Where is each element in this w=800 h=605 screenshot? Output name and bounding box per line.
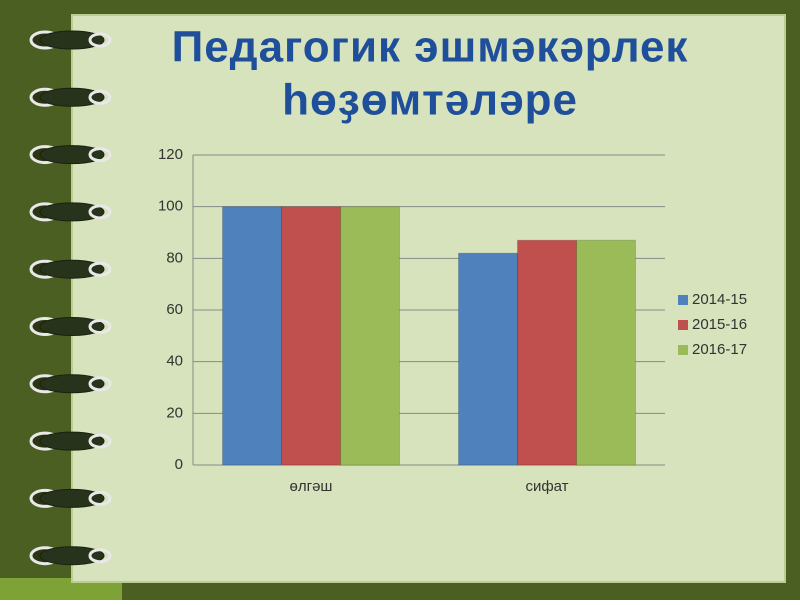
y-tick-label: 120 xyxy=(158,146,183,163)
ring xyxy=(39,30,105,50)
legend-label: 2016-17 xyxy=(692,341,747,358)
bar xyxy=(458,252,518,466)
ring-hole xyxy=(88,89,112,105)
legend-label: 2015-16 xyxy=(692,316,747,333)
ring-hole xyxy=(88,204,112,220)
y-tick-label: 0 xyxy=(175,456,183,473)
y-tick-label: 20 xyxy=(166,404,183,421)
x-tick-label: сифат xyxy=(525,478,568,495)
ring-hole xyxy=(88,433,112,449)
bar xyxy=(576,239,636,466)
y-tick-label: 80 xyxy=(166,249,183,266)
chart-title: һөҙөмтәләре xyxy=(282,76,578,125)
bar xyxy=(340,206,400,466)
chart-title: Педагогик эшмәкәрлек xyxy=(172,23,689,72)
ring-hole xyxy=(88,376,112,392)
legend-swatch xyxy=(678,320,688,330)
ring-hole xyxy=(88,261,112,277)
y-tick-label: 40 xyxy=(166,353,183,370)
ring xyxy=(39,488,105,508)
spiral-binding xyxy=(29,30,112,566)
ring xyxy=(39,87,105,107)
ring-hole xyxy=(88,32,112,48)
ring xyxy=(39,202,105,222)
y-tick-label: 100 xyxy=(158,198,183,215)
y-tick-label: 60 xyxy=(166,301,183,318)
ring xyxy=(39,546,105,566)
ring xyxy=(39,374,105,394)
ring-hole xyxy=(88,548,112,564)
ring xyxy=(39,259,105,279)
corner-strip xyxy=(0,578,122,600)
ring xyxy=(39,317,105,336)
bar xyxy=(222,206,282,466)
ring-hole xyxy=(88,490,112,506)
legend-label: 2014-15 xyxy=(692,291,747,308)
bar xyxy=(517,239,577,466)
ring xyxy=(39,431,105,451)
panel xyxy=(71,14,786,583)
ring xyxy=(39,145,105,165)
x-tick-label: өлгәш xyxy=(290,478,333,495)
ring-hole xyxy=(88,147,112,163)
bar xyxy=(281,206,341,466)
chart: 0 20 40 60 80 100 120 өлгәш сифат 2014-15 2015-16 2… xyxy=(158,146,747,495)
ring-hole xyxy=(88,319,112,334)
legend-swatch xyxy=(678,345,688,355)
legend-swatch xyxy=(678,295,688,305)
